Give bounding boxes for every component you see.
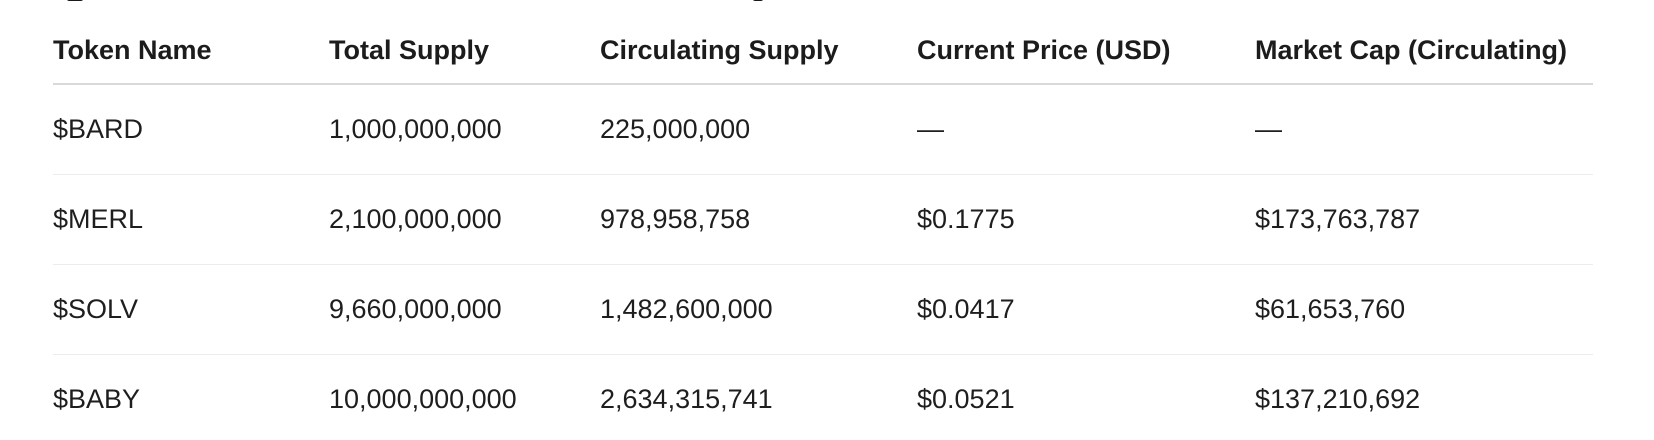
cell-circulating-supply: 978,958,758 [600,174,917,265]
cell-current-price: $0.0521 [917,384,1015,414]
cell-circulating-supply: 225,000,000 [600,84,917,175]
cell-circulating-supply: 2,634,315,741 [600,384,773,414]
cell-token-name: $BARD [53,84,329,175]
cell-token-name: $SOLV [53,264,329,355]
cell-token-name: $MERL [53,174,329,265]
cell-token-name: $BABY [53,384,141,414]
cell-circulating-supply: 1,482,600,000 [600,264,917,355]
header-circulating-supply: Circulating Supply [600,20,917,85]
cell-market-cap: $61,653,760 [1255,264,1593,355]
table-row: $BABY 10,000,000,000 2,634,315,741 $0.05… [53,355,1593,440]
header-market-cap: Market Cap (Circulating) [1255,20,1593,85]
table-header-row: Token Name Total Supply Circulating Supp… [53,20,1593,85]
cell-market-cap: $137,210,692 [1255,384,1421,414]
header-token-name: Token Name [53,20,329,85]
clipped-heading [53,0,813,4]
cell-total-supply: 9,660,000,000 [329,264,600,355]
table-row: $SOLV 9,660,000,000 1,482,600,000 $0.041… [53,264,1593,355]
token-supply-table: Token Name Total Supply Circulating Supp… [53,20,1593,440]
header-total-supply: Total Supply [329,20,600,85]
table-row: $BARD 1,000,000,000 225,000,000 — — [53,84,1593,175]
cell-total-supply: 1,000,000,000 [329,84,600,175]
cell-market-cap: — [1255,84,1593,175]
cell-current-price: $0.0417 [917,264,1255,355]
cell-current-price: $0.1775 [917,174,1255,265]
cell-current-price: — [917,84,1255,175]
cell-market-cap: $173,763,787 [1255,174,1593,265]
header-current-price: Current Price (USD) [917,20,1255,85]
table-row: $MERL 2,100,000,000 978,958,758 $0.1775 … [53,174,1593,265]
cell-total-supply: 2,100,000,000 [329,174,600,265]
cell-total-supply: 10,000,000,000 [329,384,517,414]
